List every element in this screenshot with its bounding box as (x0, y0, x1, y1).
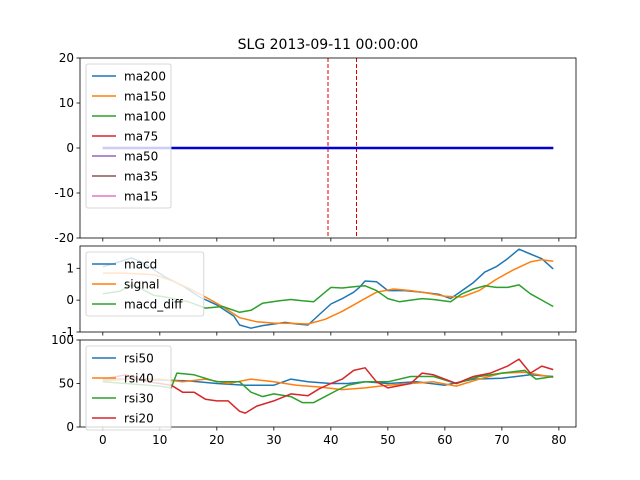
x-tick-label: 40 (323, 433, 338, 447)
legend-label-ma150: ma150 (124, 90, 166, 104)
chart-title: SLG 2013-09-11 00:00:00 (238, 37, 419, 53)
legend-label-rsi50: rsi50 (124, 352, 154, 366)
legend: macd signal macd_diff (85, 251, 205, 317)
plot-area (102, 358, 554, 414)
panel-macd: -1 0 1 macd signal macd_diff (62, 245, 577, 339)
legend-label-macd_diff: macd_diff (124, 298, 183, 312)
y-tick-label: 20 (59, 51, 74, 65)
y-tick-label: 0 (66, 420, 74, 434)
legend: rsi50 rsi40 rsi30 rsi20 (85, 345, 172, 431)
series-line-rsi20 (102, 358, 554, 414)
y-tick-label: -1 (62, 325, 74, 339)
series-line-rsi30 (102, 369, 554, 404)
y-tick-label: 1 (66, 261, 74, 275)
legend-label-macd: macd (124, 258, 157, 272)
legend-label-rsi40: rsi40 (124, 372, 154, 386)
legend: ma200 ma150 ma100 ma75 ma50 ma35 ma15 (85, 63, 172, 209)
x-tick-label: 70 (494, 433, 509, 447)
x-tick-label: 80 (551, 433, 566, 447)
legend-box (85, 345, 172, 431)
legend-label-ma15: ma15 (124, 190, 158, 204)
legend-box (85, 251, 205, 317)
legend-label-rsi20: rsi20 (124, 412, 154, 426)
x-tick-label: 10 (152, 433, 167, 447)
x-tick-label: 0 (99, 433, 107, 447)
axes-frame (79, 245, 577, 333)
legend-box (85, 63, 172, 209)
y-tick-label: 10 (59, 96, 74, 110)
x-tick-label: 60 (437, 433, 452, 447)
legend-label-ma35: ma35 (124, 170, 158, 184)
y-tick-label: 0 (66, 293, 74, 307)
x-tick-label: 50 (380, 433, 395, 447)
x-tick-label: 30 (266, 433, 281, 447)
legend-label-ma200: ma200 (124, 70, 166, 84)
y-tick-label: 50 (59, 377, 74, 391)
legend-label-ma100: ma100 (124, 110, 166, 124)
y-tick-label: 100 (51, 333, 74, 347)
y-tick-label: -20 (54, 231, 74, 245)
legend-label-rsi30: rsi30 (124, 392, 154, 406)
y-tick-label: 0 (66, 141, 74, 155)
legend-label-ma50: ma50 (124, 150, 158, 164)
x-tick-label: 20 (209, 433, 224, 447)
plot-area (102, 58, 554, 238)
legend-label-ma75: ma75 (124, 130, 158, 144)
panel-ma: -20-1001020ma200ma150ma100ma75ma50ma35ma… (54, 51, 577, 245)
legend-label-signal: signal (124, 278, 160, 292)
series-line-rsi40 (102, 371, 554, 391)
y-tick-label: -10 (54, 186, 74, 200)
